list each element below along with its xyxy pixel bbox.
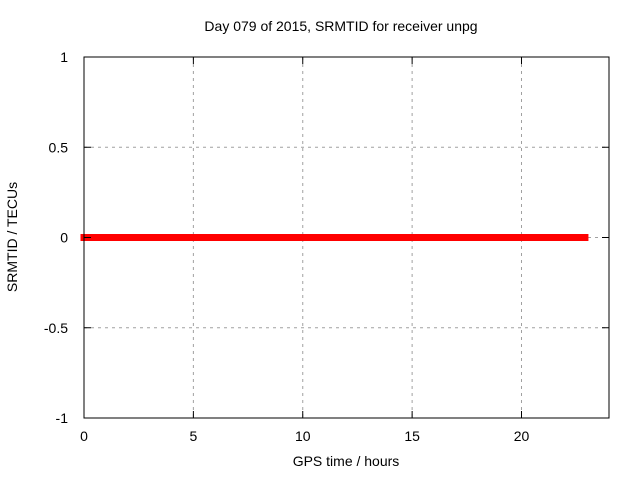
x-tick-label: 20 xyxy=(514,428,530,444)
y-tick-label: -1 xyxy=(56,410,69,426)
y-tick-label: 0.5 xyxy=(49,139,69,155)
tick-labels: 0 5 10 15 20 -1 -0.5 0 0.5 1 xyxy=(44,49,530,444)
y-tick-label: 0 xyxy=(60,230,68,246)
tick-marks xyxy=(83,56,609,419)
x-tick-label: 0 xyxy=(80,428,88,444)
y-axis-label: SRMTID / TECUs xyxy=(4,182,20,292)
x-tick-label: 15 xyxy=(404,428,420,444)
x-axis-label: GPS time / hours xyxy=(293,453,400,469)
x-tick-label: 5 xyxy=(189,428,197,444)
y-tick-label: 1 xyxy=(60,49,68,65)
chart-title: Day 079 of 2015, SRMTID for receiver unp… xyxy=(204,18,477,34)
x-tick-label: 10 xyxy=(295,428,311,444)
y-tick-label: -0.5 xyxy=(44,320,68,336)
